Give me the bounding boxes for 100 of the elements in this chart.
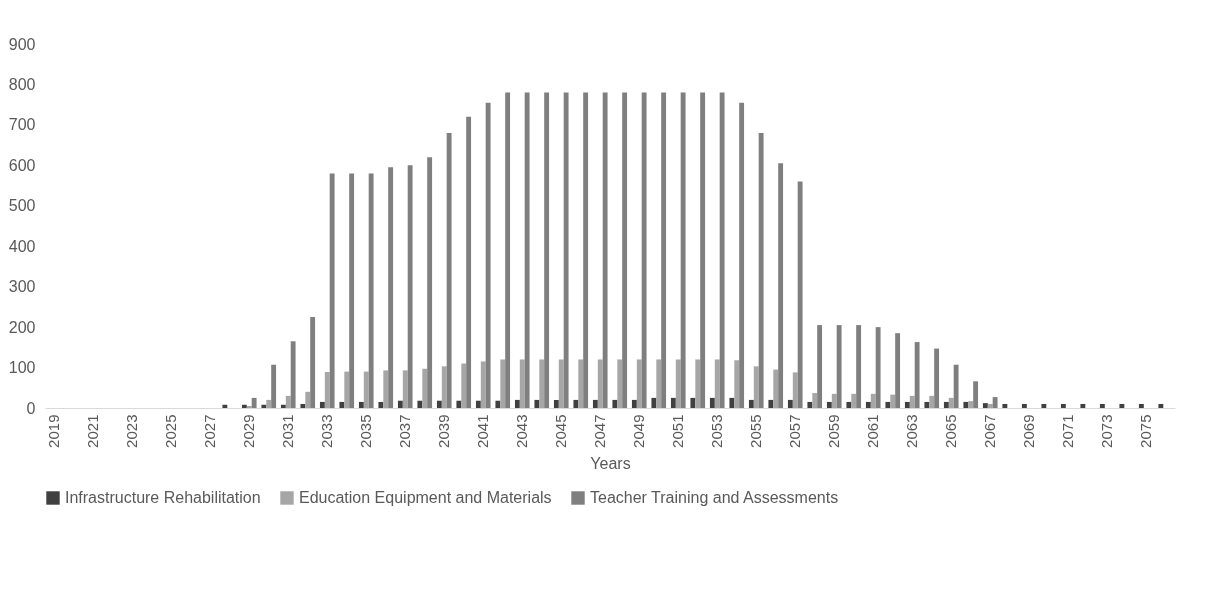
bar <box>987 403 993 408</box>
bar <box>539 359 545 408</box>
bar <box>661 92 667 408</box>
bar <box>856 325 862 408</box>
bar <box>612 399 618 408</box>
bar <box>583 92 589 408</box>
bar <box>680 92 686 408</box>
bar <box>456 400 462 408</box>
bar <box>407 165 413 408</box>
bar <box>597 359 603 408</box>
x-tick-label: 2067 <box>981 414 999 448</box>
bar <box>1158 403 1164 408</box>
x-tick-label: 2055 <box>747 414 765 448</box>
legend-label: Infrastructure Rehabilitation <box>65 489 261 506</box>
x-tick-label: 2075 <box>1137 414 1155 448</box>
bar <box>246 405 252 408</box>
bar <box>1002 403 1008 408</box>
bar <box>441 366 447 408</box>
x-tick-label: 2021 <box>84 414 102 448</box>
bar <box>388 167 394 408</box>
bar <box>973 381 979 408</box>
bar <box>466 116 472 408</box>
x-tick-label: 2037 <box>396 414 414 448</box>
bar <box>812 393 818 408</box>
y-tick-label: 300 <box>8 278 36 296</box>
bar <box>349 173 355 408</box>
bar <box>934 348 940 408</box>
bar <box>953 364 959 408</box>
bar <box>573 399 579 408</box>
y-tick-label: 800 <box>8 75 36 93</box>
y-tick-label: 900 <box>8 35 36 53</box>
bar <box>797 181 803 408</box>
bar <box>739 102 745 408</box>
bar <box>895 333 901 408</box>
y-tick-label: 700 <box>8 116 36 134</box>
bar <box>553 399 559 408</box>
bar <box>982 403 988 408</box>
x-tick-label: 2045 <box>552 414 570 448</box>
bar <box>778 163 784 408</box>
x-tick-label: 2041 <box>474 414 492 448</box>
bar <box>514 399 520 408</box>
bar <box>719 92 725 408</box>
bar <box>963 401 969 408</box>
bar <box>266 399 272 408</box>
bar <box>485 102 491 408</box>
bar <box>948 397 954 408</box>
x-tick-label: 2023 <box>123 414 141 448</box>
bar <box>695 359 701 408</box>
bar <box>500 359 506 408</box>
bar <box>807 401 813 408</box>
bar <box>690 397 696 408</box>
bar <box>534 399 540 408</box>
bar <box>261 404 267 408</box>
bar <box>734 360 740 408</box>
y-tick-label: 0 <box>26 399 36 417</box>
bar <box>675 359 681 408</box>
bar <box>709 397 715 408</box>
bar <box>826 401 832 408</box>
x-tick-label: 2019 <box>45 414 63 448</box>
bar <box>714 359 720 408</box>
bar <box>363 371 369 408</box>
bar <box>300 403 306 408</box>
bar <box>1041 403 1047 408</box>
bar <box>285 395 291 408</box>
bar <box>241 404 247 408</box>
bar <box>670 397 676 408</box>
x-axis-title: Years <box>590 454 631 472</box>
bar <box>319 401 325 408</box>
x-tick-label: 2053 <box>708 414 726 448</box>
bar <box>383 370 389 408</box>
bar <box>324 372 330 408</box>
bar <box>310 317 316 408</box>
bar <box>368 173 374 408</box>
bar <box>617 359 623 408</box>
bar <box>929 395 935 408</box>
bar <box>792 372 798 408</box>
x-tick-label: 2069 <box>1020 414 1038 448</box>
x-tick-label: 2071 <box>1059 414 1077 448</box>
bar <box>280 404 286 408</box>
y-tick-label: 100 <box>8 359 36 377</box>
bar <box>578 359 584 408</box>
bar <box>427 157 433 408</box>
bar <box>402 370 408 408</box>
bar <box>592 399 598 408</box>
bar <box>787 399 793 408</box>
bar <box>851 393 857 408</box>
y-tick-label: 200 <box>8 318 36 336</box>
legend-label: Teacher Training and Assessments <box>590 489 839 506</box>
bar <box>495 400 501 408</box>
bar <box>875 327 881 408</box>
bar <box>885 401 891 408</box>
x-tick-label: 2065 <box>942 414 960 448</box>
x-tick-label: 2073 <box>1098 414 1116 448</box>
bar <box>461 363 467 408</box>
bar <box>943 401 949 408</box>
bar <box>563 92 569 408</box>
x-tick-label: 2033 <box>318 414 336 448</box>
bar <box>397 400 403 408</box>
x-tick-label: 2051 <box>669 414 687 448</box>
x-tick-label: 2031 <box>279 414 297 448</box>
